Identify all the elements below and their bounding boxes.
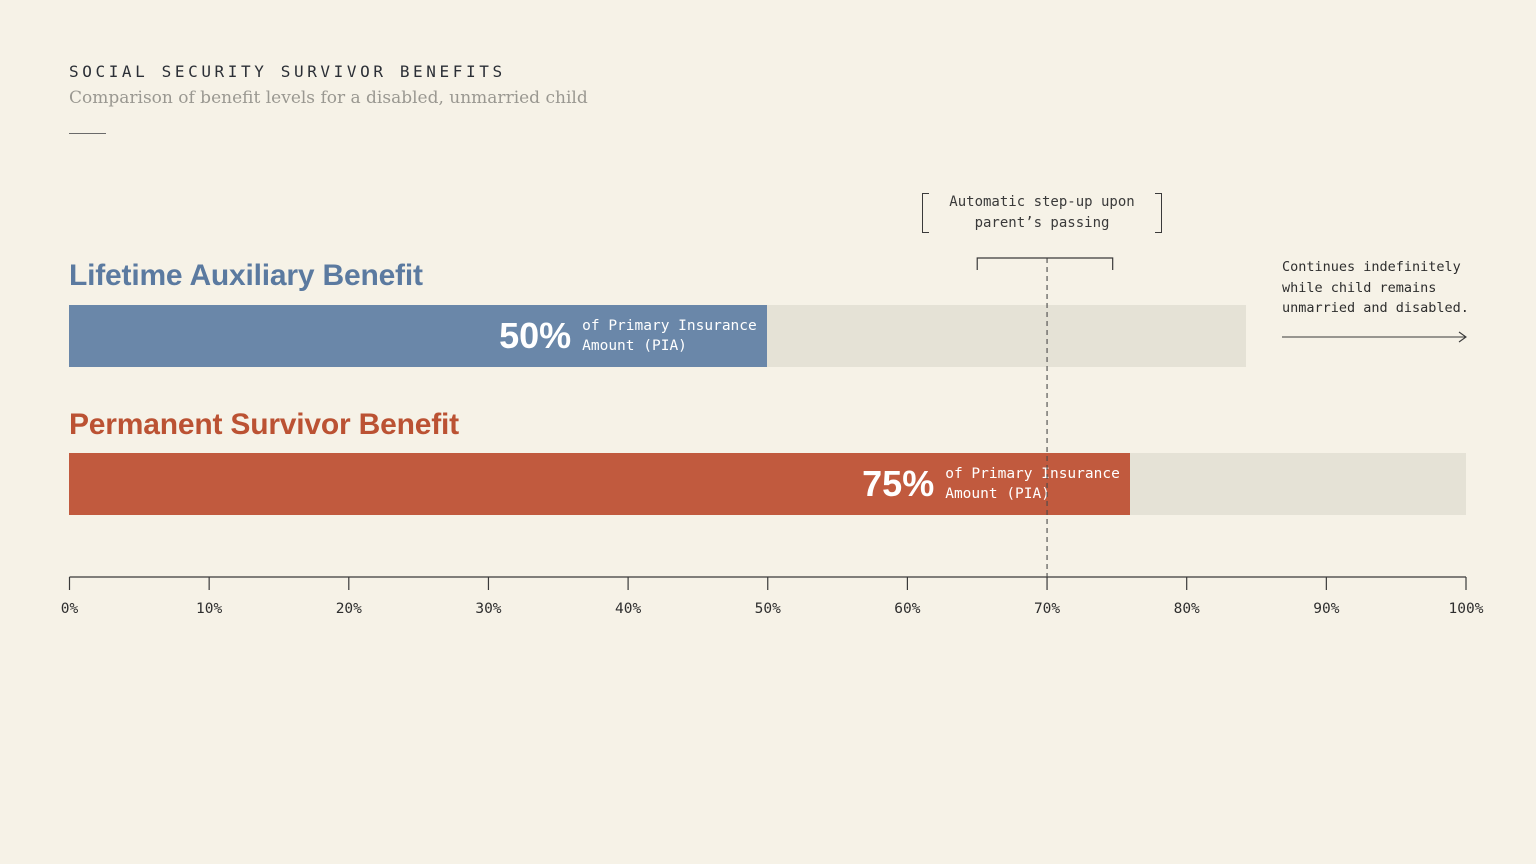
x-tick-label: 60% [894,601,920,617]
continues-annotation: Continues indefinitely while child remai… [1282,257,1482,319]
chart-title: SOCIAL SECURITY SURVIVOR BENEFITS [69,62,506,81]
x-tick-label: 70% [1034,601,1060,617]
chart-subtitle: Comparison of benefit levels for a disab… [69,88,588,108]
value-description-permanent-survivor: of Primary Insurance Amount (PIA) [945,466,1120,502]
bar-permanent-survivor [69,453,1131,515]
series-label-lifetime-auxiliary: Lifetime Auxiliary Benefit [69,259,423,292]
value-label-permanent-survivor: 75% [862,463,935,504]
x-tick-label: 50% [755,601,781,617]
step-up-text-line1: Automatic step-up upon [949,194,1135,210]
x-tick-label: 20% [336,601,362,617]
continues-text-line3: unmarried and disabled. [1282,300,1469,316]
x-tick-label: 90% [1313,601,1339,617]
step-up-text-line2: parent’s passing [974,215,1110,231]
series-label-permanent-survivor: Permanent Survivor Benefit [69,408,459,441]
left-bracket [922,193,929,233]
x-tick-label: 30% [475,601,501,617]
x-tick-label: 0% [61,601,79,617]
continues-text-line1: Continues indefinitely [1282,259,1461,275]
x-tick-label: 80% [1174,601,1200,617]
bar-label-permanent-survivor: 75% of Primary Insurance Amount (PIA) [862,453,1120,515]
x-tick-label: 40% [615,601,641,617]
continues-text-line2: while child remains [1282,279,1437,296]
x-tick-label: 10% [196,601,222,617]
bar-label-lifetime-auxiliary: 50% of Primary Insurance Amount (PIA) [499,305,757,367]
title-divider [69,133,106,134]
value-description-lifetime-auxiliary: of Primary Insurance Amount (PIA) [582,318,757,354]
value-label-lifetime-auxiliary: 50% [499,315,572,356]
reference-bracket [976,257,1114,270]
continues-arrow-head [1458,331,1467,343]
bar-lifetime-auxiliary [69,305,768,367]
x-tick-label: 100% [1449,601,1484,617]
right-bracket [1155,193,1162,233]
step-up-annotation: Automatic step-up upon parent’s passing [922,193,1162,233]
